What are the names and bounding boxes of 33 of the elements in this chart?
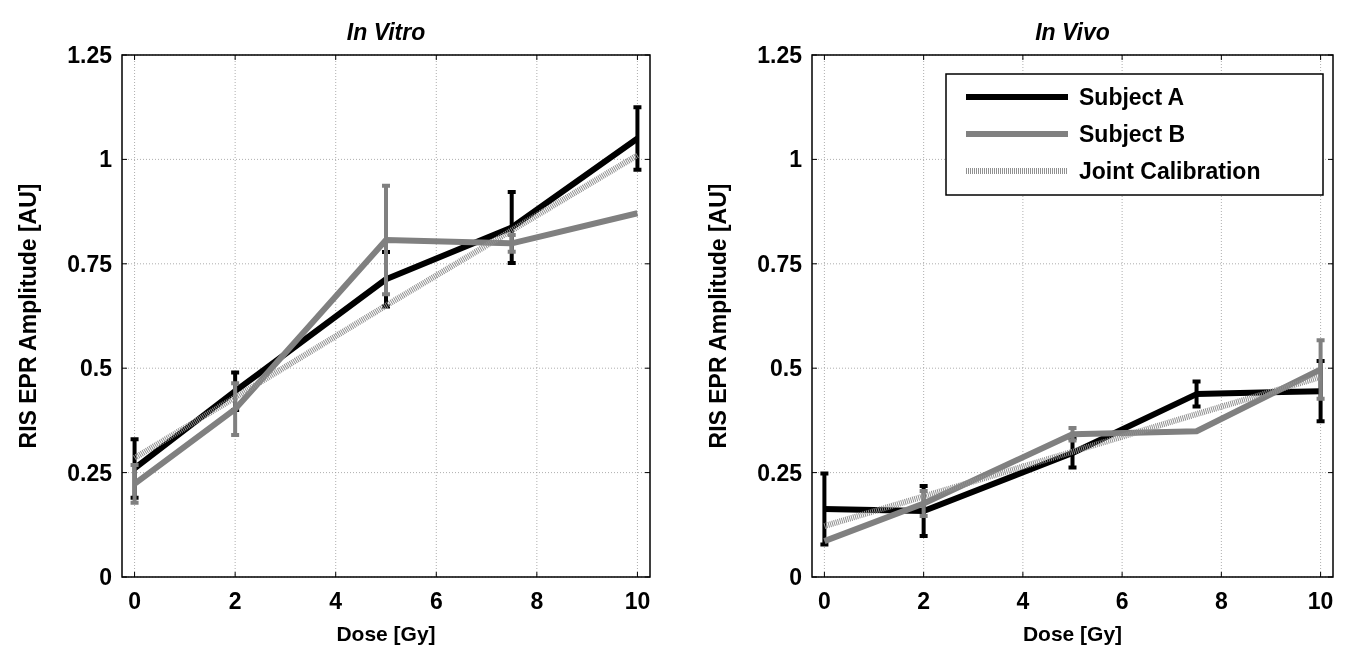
x-tick-label: 4 xyxy=(1016,588,1030,614)
x-tick-label: 0 xyxy=(128,588,141,614)
y-axis-title: RIS EPR Amplitude [AU] xyxy=(705,183,731,449)
y-tick-label: 0.5 xyxy=(80,355,113,382)
y-tick-label: 0.25 xyxy=(757,459,803,486)
y-tick-label: 0.25 xyxy=(67,459,113,486)
x-tick-label: 0 xyxy=(818,588,831,614)
x-tick-label: 4 xyxy=(329,588,343,614)
y-tick-label: 0.75 xyxy=(757,250,803,277)
x-tick-label: 8 xyxy=(530,588,544,614)
legend-label: Subject A xyxy=(1079,84,1185,110)
x-axis-title: Dose [Gy] xyxy=(1022,622,1123,645)
x-tick-label: 6 xyxy=(429,588,443,614)
y-axis-title: RIS EPR Amplitude [AU] xyxy=(15,183,41,449)
y-tick-label: 0.75 xyxy=(67,250,113,277)
chart-title: In Vivo xyxy=(1035,19,1110,45)
legend-label: Joint Calibration xyxy=(1079,158,1261,184)
y-tick-label: 1 xyxy=(99,146,113,173)
y-tick-label: 1 xyxy=(789,146,803,173)
y-tick-label: 1.25 xyxy=(67,42,113,68)
y-tick-label: 0 xyxy=(789,564,802,590)
chart-title: In Vitro xyxy=(346,19,426,45)
y-tick-label: 1.25 xyxy=(757,42,803,68)
x-tick-label: 6 xyxy=(1115,588,1129,614)
x-tick-label: 2 xyxy=(917,588,931,614)
x-tick-label: 8 xyxy=(1214,588,1228,614)
y-tick-label: 0.5 xyxy=(770,355,803,382)
x-tick-label: 2 xyxy=(228,588,242,614)
x-axis-title: Dose [Gy] xyxy=(336,622,436,645)
x-tick-label: 10 xyxy=(1307,588,1334,614)
y-tick-label: 0 xyxy=(99,564,112,590)
legend-label: Subject B xyxy=(1079,121,1186,147)
x-tick-label: 10 xyxy=(624,588,651,614)
